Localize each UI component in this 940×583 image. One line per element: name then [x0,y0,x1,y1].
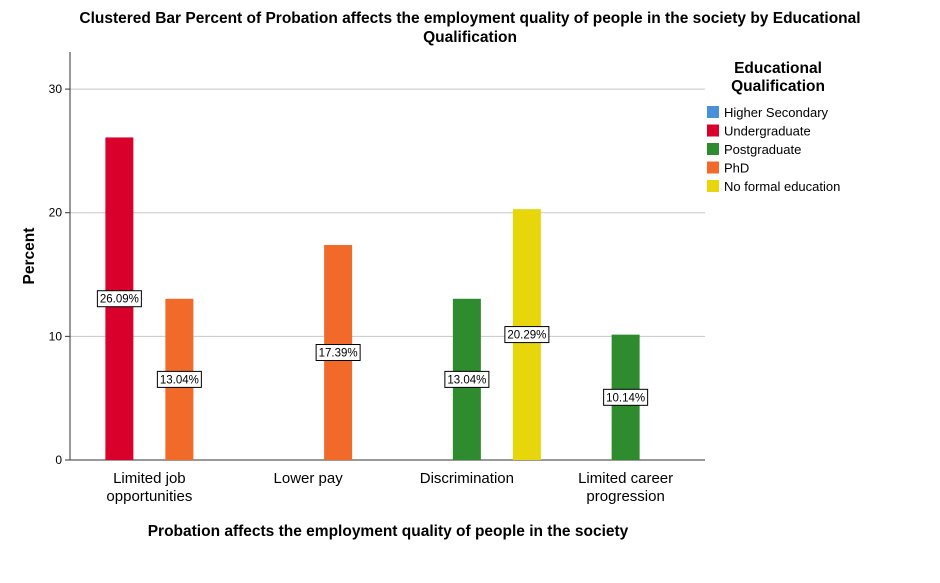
y-tick-label: 20 [49,206,63,220]
y-tick-label: 0 [55,453,62,467]
y-tick-label: 30 [49,82,63,96]
legend-swatch [707,124,719,137]
data-label-box [504,326,550,344]
data-label: 26.09% [100,294,139,306]
data-label: 13.04% [447,374,486,386]
data-label-box [444,370,490,388]
legend-swatch [707,106,719,118]
data-label: 20.29% [507,330,546,342]
y-tick-label: 10 [49,329,63,343]
legend-swatch [707,143,719,155]
data-label-box [603,388,649,406]
x-category-label: Limited career [578,470,673,487]
bars [105,137,640,460]
legend-title-line: Educational [734,60,822,77]
chart-title-line: Qualification [423,29,517,46]
data-label: 17.39% [319,347,358,359]
gridlines [70,88,705,337]
chart-title-line: Clustered Bar Percent of Probation affec… [79,10,860,27]
x-axis-title: Probation affects the employment quality… [148,523,629,540]
legend-label: PhD [724,161,749,176]
data-label: 13.04% [160,374,199,386]
x-category-label: Limited job [113,470,186,487]
legend-label: Postgraduate [724,142,801,157]
legend-label: Undergraduate [724,124,811,139]
legend-label: Higher Secondary [724,105,829,120]
data-label-box [156,370,202,388]
data-label-box [315,343,361,361]
y-axis-title: Percent [21,228,38,285]
x-category-label: Lower pay [274,470,344,487]
chart-title: Clustered Bar Percent of Probation affec… [79,10,860,46]
x-category-label: Discrimination [420,470,514,487]
data-labels: 26.09% 13.04% 17.39% 13.04% 20.29% 10.14% [96,290,649,406]
legend-swatch [707,180,719,192]
legend-label: No formal education [724,179,840,194]
legend-title-line: Qualification [731,78,825,95]
x-category-label: progression [586,488,664,505]
data-label-box [96,290,142,308]
x-category-label: opportunities [106,488,192,505]
legend-swatch [707,161,719,174]
data-label: 10.14% [606,392,645,404]
